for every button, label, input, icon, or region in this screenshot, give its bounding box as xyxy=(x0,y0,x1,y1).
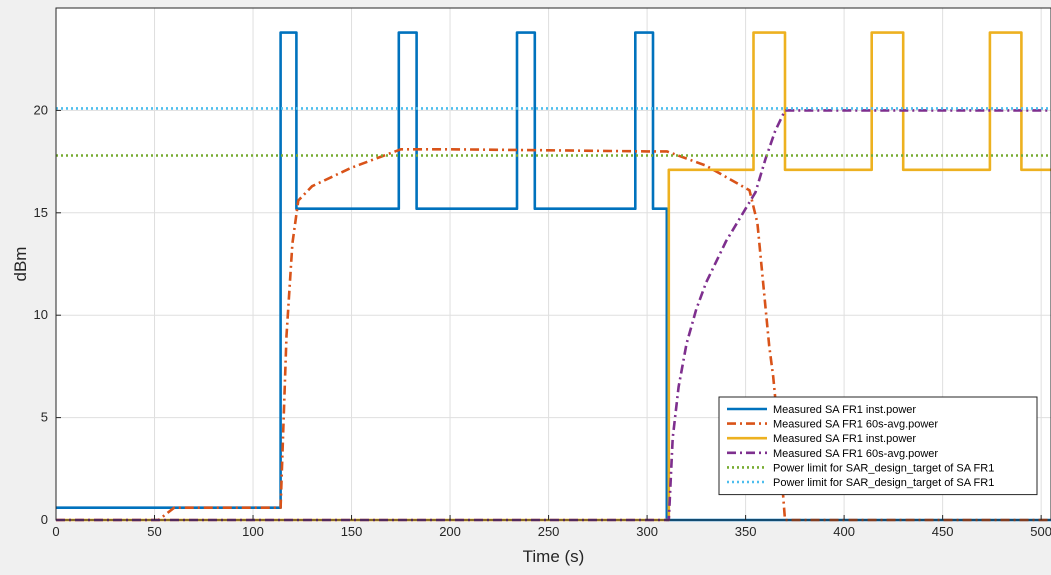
legend-entry-label: Power limit for SAR_design_target of SA … xyxy=(773,477,994,489)
y-tick-label: 20 xyxy=(34,102,48,117)
legend-entry-label: Measured SA FR1 inst.power xyxy=(773,404,916,416)
y-tick-label: 15 xyxy=(34,205,48,220)
plot-frame xyxy=(55,7,1051,521)
x-tick-label: 200 xyxy=(439,524,461,539)
legend-entry-label: Measured SA FR1 60s-avg.power xyxy=(773,419,938,431)
legend-entry-label: Power limit for SAR_design_target of SA … xyxy=(773,462,994,474)
x-tick-label: 300 xyxy=(636,524,658,539)
series-line-3 xyxy=(56,31,1051,522)
x-tick-label: 0 xyxy=(52,524,59,539)
x-tick-label: 400 xyxy=(833,524,855,539)
x-tick-label: 500 xyxy=(1030,524,1051,539)
x-axis-label: Time (s) xyxy=(523,547,585,566)
x-tick-label: 350 xyxy=(735,524,757,539)
x-tick-label: 50 xyxy=(147,524,161,539)
series-line-1 xyxy=(56,31,1051,522)
legend-entry-label: Measured SA FR1 60s-avg.power xyxy=(773,448,938,460)
ticks: 0 50 100 150 200 250 300 350 400 450 500 0 5 10 15 20 xyxy=(34,102,1051,539)
y-tick-label: 10 xyxy=(34,307,48,322)
y-axis-label: dBm xyxy=(11,247,30,282)
x-tick-label: 450 xyxy=(932,524,954,539)
x-tick-label: 250 xyxy=(538,524,560,539)
legend-entry-label: Measured SA FR1 inst.power xyxy=(773,433,916,445)
y-tick-label: 0 xyxy=(41,512,48,527)
y-tick-label: 5 xyxy=(41,410,48,425)
x-tick-label: 150 xyxy=(341,524,363,539)
legend-box xyxy=(718,396,1038,496)
series-layer xyxy=(56,31,1051,522)
series-line-2 xyxy=(56,148,1051,522)
legend: Measured SA FR1 inst.power Measured SA FR… xyxy=(718,396,1038,496)
series-line-4 xyxy=(56,109,1051,522)
x-tick-label: 100 xyxy=(242,524,264,539)
